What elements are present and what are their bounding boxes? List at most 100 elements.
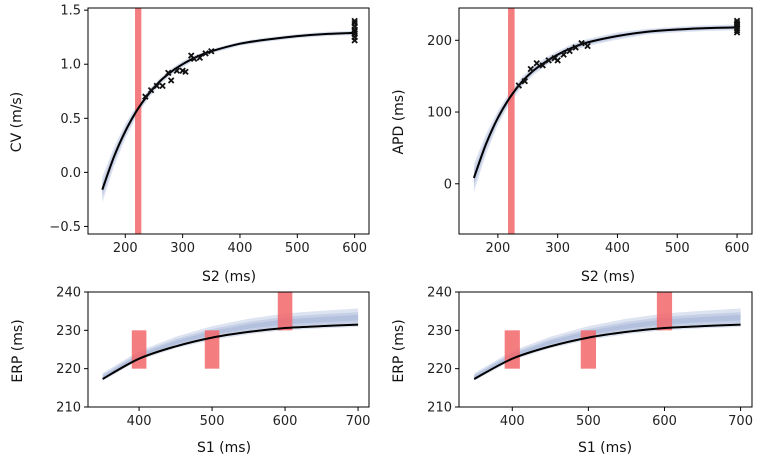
erp-ylabel-right: ERP (ms) [391,319,407,382]
plot-area [472,8,741,234]
observation-marker [533,60,540,67]
plot-area [473,292,741,381]
erp-ylabel-left: ERP (ms) [10,319,26,382]
x-tick-label: 600 [652,414,677,429]
observation-range-2 [656,292,673,331]
observation-marker [196,54,204,61]
axes-frame [87,291,370,408]
observation-marker [566,47,573,55]
observation-marker [159,82,166,90]
y-tick-label: 230 [56,324,81,339]
observation-marker [351,17,358,25]
s1-xlabel-right: S1 (ms) [578,440,632,456]
observation-marker [733,19,741,27]
y-tick-label: 200 [427,34,452,49]
axes-frame [458,7,753,235]
uncertainty-band-2 [474,314,741,379]
y-tick-label: 1.0 [60,58,81,73]
y-tick-label: 0.5 [60,112,81,127]
y-tick-label: 240 [56,286,81,301]
apd-vs-s2-panel: APD (ms) S2 (ms) 200 300 400 500 600 0 100 200 [391,7,753,285]
observation-marker [153,82,161,90]
x-tick-label: 600 [273,414,298,429]
x-tick-label: 700 [346,414,371,429]
observation-marker [165,69,172,77]
erp-vs-s1-left-panel: ERP (ms) S1 (ms) 400 500 600 700 210 220 230 24… [10,286,370,457]
x-tick-label: 400 [500,414,525,429]
s2-xlabel-left: S2 (ms) [202,269,256,285]
cv-ylabel: CV (m/s) [9,92,25,152]
observation-marker [182,68,189,76]
observation-range-1 [204,330,220,369]
x-tick-label: 500 [576,414,601,429]
marker-region-band [135,8,142,234]
observation-marker [545,57,552,64]
uncertainty-band-2 [102,314,359,379]
observation-marker [560,51,567,58]
x-tick-label: 500 [200,414,225,429]
x-tick-label: 400 [605,241,630,256]
observation-marker [142,93,149,100]
observation-marker [167,77,175,84]
observation-marker [527,65,534,73]
observation-marker [515,82,523,89]
observation-marker [351,28,358,36]
uncertainty-band-0 [102,30,355,203]
observation-marker [572,44,579,51]
x-tick-label: 500 [665,241,690,256]
observation-range-0 [131,330,147,369]
observation-marker [351,19,358,27]
y-tick-label: 0.0 [60,166,81,181]
mean-curve [101,31,355,191]
x-tick-label: 200 [485,241,510,256]
observation-marker [578,39,585,47]
x-tick-label: 400 [228,241,253,256]
y-tick-label: 210 [427,401,452,416]
observation-marker [202,50,209,57]
observation-marker [190,55,198,63]
y-tick-label: 240 [427,286,452,301]
x-tick-label: 500 [285,241,310,256]
plot-area [102,292,359,381]
observation-marker [584,42,591,50]
s2-xlabel-right: S2 (ms) [581,269,635,285]
mean-curve [102,323,359,380]
y-tick-label: −0.5 [49,220,81,235]
y-tick-label: 210 [56,401,81,416]
x-tick-label: 200 [113,241,138,256]
observation-range-1 [580,330,596,369]
observation-marker [554,57,561,64]
observation-marker [147,86,155,94]
x-tick-label: 700 [728,414,753,429]
s1-xlabel-left: S1 (ms) [197,440,251,456]
y-tick-label: 220 [427,362,452,377]
x-tick-label: 600 [342,241,367,256]
uncertainty-band-1 [102,312,359,380]
observation-range-2 [277,292,293,331]
observation-range-0 [504,330,520,369]
x-tick-label: 400 [127,414,152,429]
observation-marker [173,67,181,74]
cv-vs-s2-panel: CV (m/s) S2 (ms) 200 300 400 500 600 −0.5 0.0 0… [9,4,370,285]
x-tick-label: 300 [170,241,195,256]
axes-frame [458,291,753,408]
x-tick-label: 300 [545,241,570,256]
y-tick-label: 0 [444,177,452,192]
erp-vs-s1-right-panel: ERP (ms) S1 (ms) 400 500 600 700 210 220 230 24… [391,286,753,457]
axes-frame [87,7,370,235]
y-tick-label: 220 [56,362,81,377]
observation-marker [539,62,546,69]
y-tick-label: 1.5 [60,4,81,19]
mean-curve [473,323,741,380]
uncertainty-band-1 [474,312,741,380]
observation-marker [208,48,215,55]
observation-marker [521,77,529,85]
mean-curve [472,26,738,179]
observation-marker [733,17,741,25]
x-tick-label: 600 [725,241,750,256]
plot-area [101,8,358,234]
y-tick-label: 100 [427,106,452,121]
apd-ylabel: APD (ms) [391,89,407,154]
marker-region-band [508,8,515,234]
